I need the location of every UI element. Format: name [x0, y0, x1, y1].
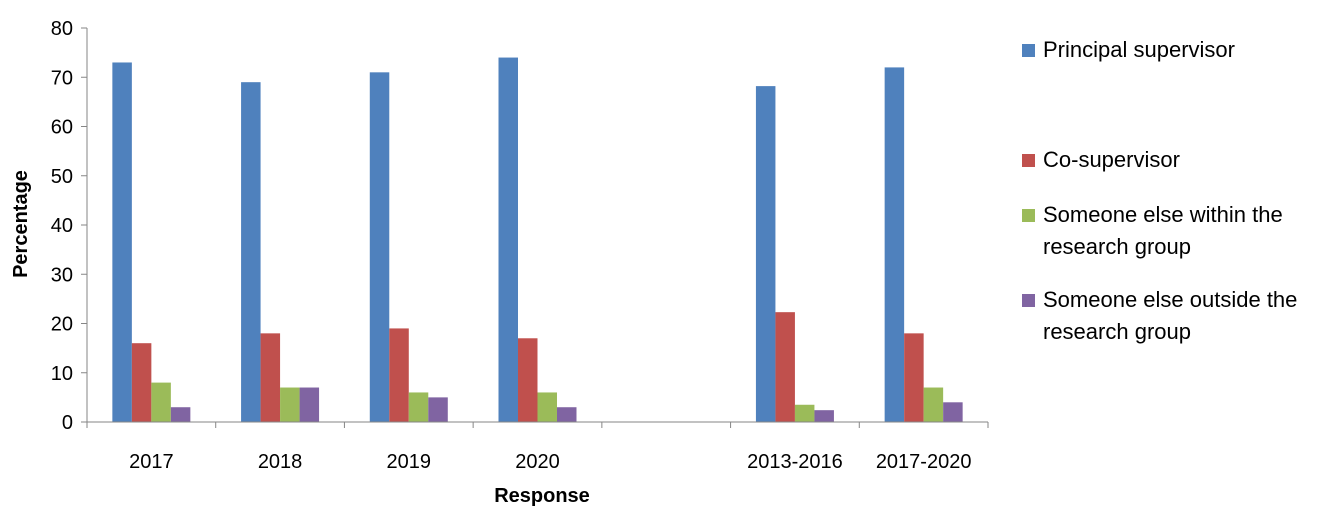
legend-label: Someone else within the research group: [1043, 202, 1283, 259]
bar: [170, 407, 191, 422]
legend-label: Principal supervisor: [1043, 37, 1235, 62]
x-axis-ticks: 2017 2018 2019 2020 2013-2016 2017-2020: [86, 422, 989, 473]
bar: [428, 397, 448, 422]
bar: [408, 392, 429, 422]
x-tick-label: 2017-2020: [876, 451, 972, 473]
x-tick-label: 2020: [515, 451, 560, 473]
bar: [280, 387, 300, 422]
bar: [299, 387, 320, 422]
bar: [241, 82, 261, 423]
legend-swatch: [1022, 44, 1035, 57]
legend-swatch: [1022, 294, 1035, 307]
y-tick-label: 70: [51, 67, 73, 89]
y-tick-label: 60: [51, 117, 73, 139]
y-tick-label: 10: [51, 363, 73, 385]
x-tick-label: 2019: [387, 451, 432, 473]
y-axis-ticks: 0 10 20 30 40 50 60 70 80: [51, 18, 87, 434]
bar: [369, 72, 390, 422]
bar: [112, 62, 132, 422]
y-tick-label: 80: [51, 18, 73, 40]
legend-label: Co-supervisor: [1043, 147, 1180, 172]
x-axis-title: Response: [494, 485, 590, 507]
bar: [923, 387, 944, 422]
bar: [775, 312, 795, 422]
bar: [904, 333, 924, 422]
y-tick-label: 20: [51, 314, 73, 336]
legend-item-co-supervisor: Co-supervisor: [1022, 144, 1327, 176]
x-tick-label: 2013-2016: [747, 451, 843, 473]
bar: [389, 328, 409, 422]
bar: [884, 67, 905, 423]
y-tick-label: 50: [51, 166, 73, 188]
bar: [755, 86, 776, 423]
y-axis-title: Percentage: [10, 170, 32, 278]
bar: [518, 338, 538, 422]
bar: [260, 333, 281, 422]
bar: [557, 407, 577, 422]
legend-item-within-research-group: Someone else within the research group: [1022, 199, 1327, 263]
legend-item-principal-supervisor: Principal supervisor: [1022, 34, 1327, 66]
bar-chart: 0 10 20 30 40 50 60 70 80 2017 2018 2019 2020 2013-2…: [10, 18, 989, 507]
bars: [112, 57, 963, 423]
legend-item-outside-research-group: Someone else outside the research group: [1022, 284, 1327, 348]
y-tick-label: 40: [51, 215, 73, 237]
x-tick-label: 2018: [258, 451, 303, 473]
legend-swatch: [1022, 154, 1035, 167]
bar: [498, 57, 518, 423]
bar: [814, 410, 834, 422]
legend-label: Someone else outside the research group: [1043, 287, 1298, 344]
bar: [794, 404, 815, 422]
y-tick-label: 30: [51, 264, 73, 286]
bar: [151, 382, 171, 422]
bar: [537, 392, 557, 422]
bar: [131, 343, 152, 422]
y-tick-label: 0: [62, 412, 73, 434]
x-tick-label: 2017: [129, 451, 174, 473]
legend-swatch: [1022, 209, 1035, 222]
bar: [943, 402, 963, 422]
